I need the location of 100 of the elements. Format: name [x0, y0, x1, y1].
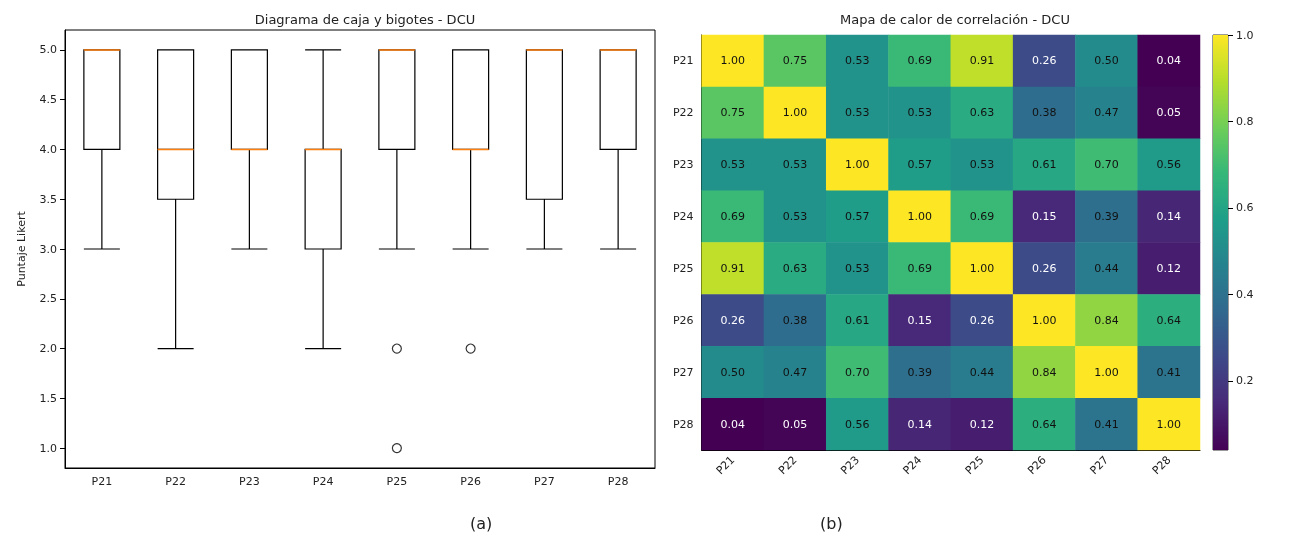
- data-label: 0.39: [907, 365, 932, 379]
- y-tick-label: 3.0: [39, 242, 57, 256]
- data-label: 0.26: [720, 313, 746, 327]
- x-tick-label: P24: [312, 475, 334, 488]
- color-bar-label: 0.8: [1236, 114, 1254, 128]
- data-label: 0.26: [969, 313, 995, 327]
- data-label: 0.53: [720, 158, 746, 172]
- y-tick-label: P25: [672, 261, 694, 275]
- data-label: 0.63: [969, 106, 995, 120]
- data-label: 0.75: [782, 54, 808, 68]
- y-tick-label: 1.5: [39, 391, 57, 405]
- data-label: 0.57: [907, 158, 932, 172]
- data-label: 1.00: [907, 210, 932, 224]
- data-label: 0.63: [782, 261, 808, 275]
- data-label: 0.44: [1094, 261, 1119, 275]
- data-label: 0.61: [1032, 158, 1057, 172]
- text: (b): [820, 513, 843, 533]
- data-label: 0.53: [907, 106, 932, 120]
- x-tick-label: P22: [775, 453, 800, 478]
- y-tick-label: P23: [672, 158, 694, 172]
- y-tick-label: 3.5: [39, 192, 57, 206]
- data-label: 0.53: [969, 158, 995, 172]
- data-label: 0.26: [1032, 54, 1057, 68]
- data-label: 0.70: [1094, 158, 1119, 172]
- data-label: 0.04: [1156, 54, 1182, 68]
- y-tick-label: P22: [672, 106, 694, 120]
- x-tick-label: P28: [1149, 453, 1174, 478]
- y-tick-label: 5.0: [39, 43, 57, 57]
- data-label: 0.84: [1032, 365, 1057, 379]
- data-label: 0.53: [845, 261, 870, 275]
- data-label: 1.00: [1032, 313, 1057, 327]
- data-label: 0.53: [845, 106, 870, 120]
- data-label: 0.05: [782, 417, 808, 431]
- data-label: 0.70: [845, 365, 870, 379]
- data-label: 0.39: [1094, 210, 1119, 224]
- y-tick-label: 2.5: [39, 292, 57, 306]
- data-label: 0.64: [1032, 417, 1057, 431]
- x-tick-label: P24: [900, 453, 925, 478]
- data-label: 0.14: [907, 417, 932, 431]
- x-tick-label: P26: [1025, 453, 1049, 478]
- y-axis-title: Puntaje Likert: [15, 210, 28, 287]
- data-label: 0.91: [969, 54, 995, 68]
- data-label: 0.41: [1156, 365, 1182, 379]
- data-label: 0.15: [907, 313, 932, 327]
- data-label: 1.00: [969, 261, 995, 275]
- data-label: 0.91: [720, 261, 746, 275]
- x-tick-label: P23: [239, 475, 260, 488]
- x-tick-label: P25: [386, 475, 408, 488]
- y-tick-label: 1.0: [39, 441, 57, 455]
- data-label: 0.50: [1094, 54, 1119, 68]
- data-label: 0.38: [782, 313, 808, 327]
- y-tick-label: P24: [672, 210, 694, 224]
- data-label: 1.00: [720, 54, 746, 68]
- data-label: 0.53: [782, 210, 808, 224]
- data-label: 1.00: [1094, 365, 1119, 379]
- data-label: 0.15: [1032, 210, 1057, 224]
- data-label: 1.00: [1156, 417, 1182, 431]
- data-label: 0.69: [907, 261, 932, 275]
- x-tick-label: P21: [91, 475, 113, 488]
- data-label: 0.56: [1156, 158, 1182, 172]
- data-label: 0.26: [1032, 261, 1057, 275]
- x-tick-label: P23: [838, 453, 862, 478]
- y-tick-label: 4.0: [39, 142, 57, 156]
- data-label: 0.38: [1032, 106, 1057, 120]
- color-bar-label: 1.0: [1236, 28, 1254, 42]
- data-label: 1.00: [845, 158, 870, 172]
- y-tick-label: P21: [672, 54, 694, 68]
- data-label: 0.69: [969, 210, 995, 224]
- data-label: 0.84: [1094, 313, 1119, 327]
- y-tick-label: P28: [672, 417, 694, 431]
- data-label: 0.75: [720, 106, 746, 120]
- x-tick-label: P28: [607, 475, 629, 488]
- data-label: 0.44: [969, 365, 995, 379]
- text: (a): [470, 513, 493, 533]
- data-label: 0.14: [1156, 210, 1182, 224]
- y-tick-label: 4.5: [39, 93, 57, 107]
- data-label: 0.12: [1156, 261, 1182, 275]
- chart-title: Mapa de calor de correlación - DCU: [840, 12, 1070, 27]
- data-label: 0.69: [907, 54, 932, 68]
- data-label: 0.56: [845, 417, 870, 431]
- data-label: 0.04: [720, 417, 746, 431]
- y-tick-label: P27: [672, 365, 694, 379]
- data-label: 0.50: [720, 365, 746, 379]
- data-label: 0.64: [1156, 313, 1182, 327]
- data-label: 0.41: [1094, 417, 1119, 431]
- x-tick-label: P26: [460, 475, 481, 488]
- x-tick-label: P27: [534, 475, 555, 488]
- data-label: 0.57: [845, 210, 870, 224]
- data-label: 0.69: [720, 210, 746, 224]
- y-tick-label: 2.0: [39, 342, 57, 356]
- data-label: 0.47: [782, 365, 808, 379]
- data-label: 0.05: [1156, 106, 1182, 120]
- color-bar-label: 0.4: [1236, 287, 1254, 301]
- data-label: 0.61: [845, 313, 870, 327]
- chart-title: Diagrama de caja y bigotes - DCU: [254, 12, 476, 27]
- y-tick-label: P26: [672, 313, 694, 327]
- data-label: 0.53: [782, 158, 808, 172]
- x-tick-label: P21: [713, 453, 738, 478]
- x-tick-label: P22: [165, 475, 186, 488]
- x-tick-label: P25: [962, 453, 987, 478]
